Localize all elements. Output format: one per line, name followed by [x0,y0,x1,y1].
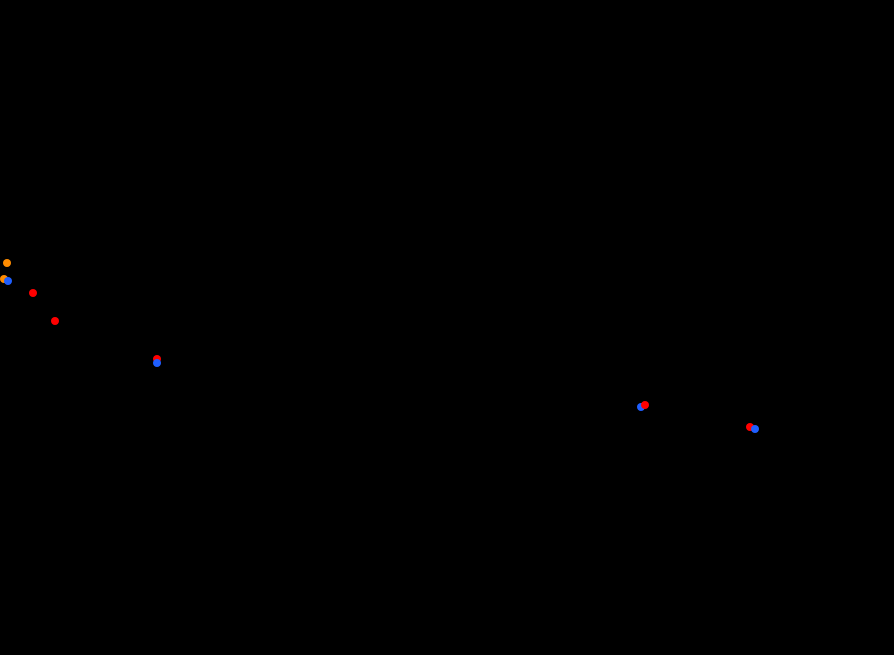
scatter-point [641,401,649,409]
scatter-point [153,359,161,367]
scatter-point [4,277,12,285]
scatter-point [751,425,759,433]
scatter-plot [0,0,894,655]
scatter-point [51,317,59,325]
scatter-point [29,289,37,297]
scatter-point [3,259,11,267]
